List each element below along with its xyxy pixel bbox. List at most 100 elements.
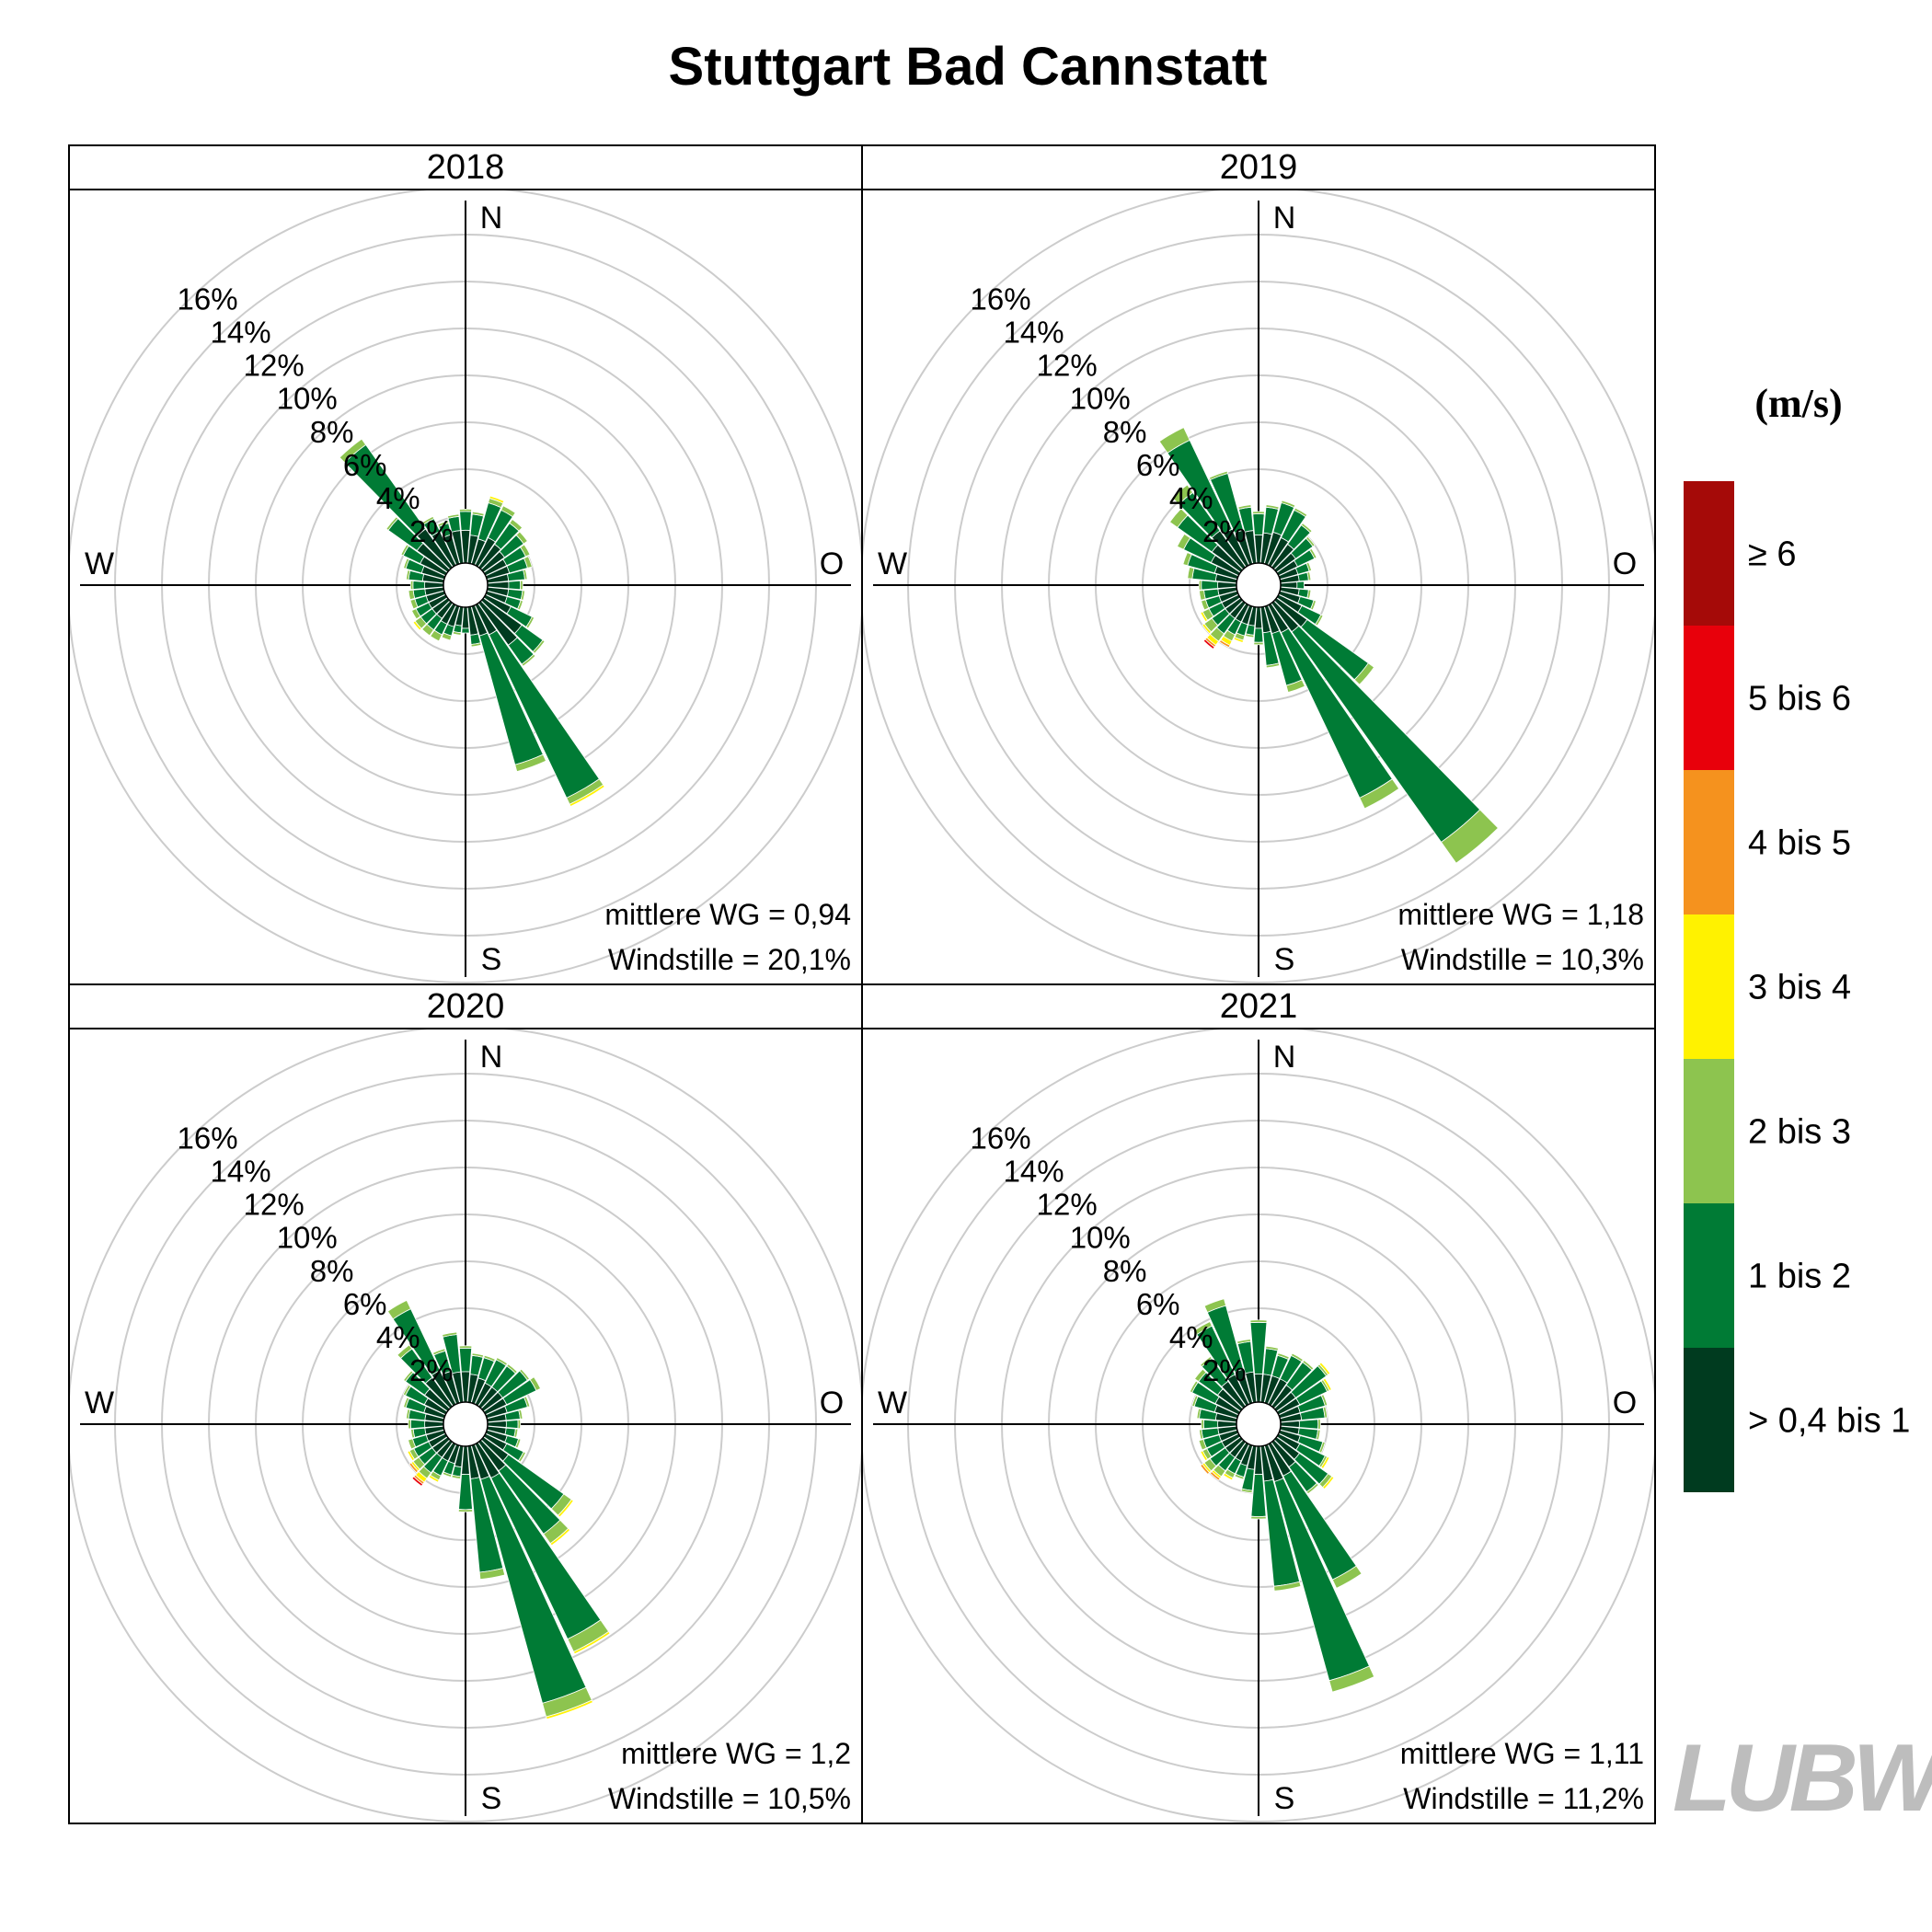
legend-swatch [1684, 1203, 1734, 1348]
direction-label-north: N [1273, 201, 1296, 236]
bar-segment [451, 1474, 462, 1479]
sector-340 [1208, 470, 1254, 566]
bar-segment [1202, 638, 1215, 650]
bar-segment [430, 629, 443, 642]
bar-segment [409, 580, 414, 591]
sector-100 [486, 1425, 519, 1438]
bar-segment [520, 544, 531, 558]
bar-segment [1310, 600, 1317, 611]
bar-segment [1281, 500, 1296, 509]
ring-label: 6% [343, 1287, 387, 1321]
bar-segment [1202, 1419, 1219, 1430]
sector-60 [483, 544, 531, 577]
bar-segment [549, 1527, 571, 1547]
bar-segment [1209, 1471, 1221, 1481]
ring-label: 16% [178, 1121, 238, 1156]
bar-segment [1296, 581, 1305, 590]
ring-label: 12% [244, 1188, 305, 1222]
bar-segment [1245, 633, 1255, 638]
bar-segment [1189, 1380, 1199, 1394]
bar-segment [1322, 1377, 1332, 1391]
bar-segment [1199, 1429, 1204, 1440]
ring-label: 14% [211, 1155, 271, 1189]
sector-60 [1276, 1377, 1332, 1416]
sector-220 [411, 1439, 454, 1487]
bar-segment [1171, 484, 1194, 505]
bar-segment [432, 1348, 446, 1356]
ring-label: 4% [1169, 481, 1213, 515]
ring-label: 16% [178, 282, 238, 316]
bar-segment [1322, 1476, 1335, 1490]
sector-40 [1271, 1359, 1315, 1409]
sector-350 [446, 513, 465, 565]
legend-label: 2 bis 3 [1748, 1113, 1851, 1152]
bar-segment [569, 784, 605, 808]
sector-260 [1199, 586, 1238, 601]
bar-segment [1305, 1482, 1319, 1495]
sector-290 [1182, 551, 1239, 581]
sector-310 [1193, 1368, 1244, 1412]
ring-label: 4% [1169, 1320, 1213, 1354]
sector-280 [406, 569, 445, 584]
mean-speed-label: mittlere WG = 1,18 [1397, 898, 1644, 931]
sector-110 [1278, 590, 1317, 611]
bar-segment [1320, 1455, 1330, 1469]
legend-swatch [1684, 914, 1734, 1059]
ring-label: 4% [376, 1320, 420, 1354]
legend-label: > 0,4 bis 1 [1748, 1402, 1910, 1441]
bar-segment [1294, 507, 1308, 518]
bar-segment [1208, 470, 1229, 480]
bar-segment [1300, 523, 1313, 534]
sector-30 [1267, 507, 1308, 568]
grid-ring [862, 190, 1655, 983]
ring-label: 8% [310, 1254, 354, 1288]
bar-segment [408, 1462, 419, 1474]
legend-label: 1 bis 2 [1748, 1258, 1851, 1296]
bar-segment [1353, 662, 1375, 685]
bar-segment [470, 642, 482, 648]
sector-70 [1278, 1394, 1328, 1420]
bar-segment [1234, 1473, 1245, 1480]
mean-speed-label: mittlere WG = 1,2 [621, 1737, 851, 1770]
bar-segment [520, 590, 525, 601]
bar-segment [1201, 580, 1219, 591]
bar-segment [1265, 1345, 1279, 1351]
bar-segment [519, 1368, 531, 1381]
bar-segment [1318, 1362, 1331, 1375]
bar-segment [1331, 1565, 1363, 1589]
bar-segment [478, 1567, 506, 1581]
figure-title: Stuttgart Bad Cannstatt [669, 37, 1268, 97]
direction-label-south: S [481, 1781, 502, 1816]
ring-label: 8% [310, 415, 354, 449]
bar-segment [1200, 1355, 1213, 1368]
sector-220 [421, 600, 454, 637]
ring-label: 10% [1070, 1221, 1131, 1255]
sector-240 [1200, 1432, 1241, 1462]
sector-270 [1201, 1419, 1237, 1430]
ring-label: 2% [1202, 514, 1247, 548]
bar-segment [458, 1347, 473, 1373]
sector-320 [1200, 1355, 1247, 1409]
sector-140 [477, 1439, 571, 1547]
bar-segment [514, 753, 547, 773]
bar-segment [1306, 571, 1312, 581]
bar-segment [1196, 1408, 1202, 1420]
legend-label: 4 bis 5 [1748, 824, 1851, 863]
sector-90 [487, 1419, 522, 1430]
bar-segment [410, 1428, 416, 1439]
sector-280 [1187, 566, 1238, 584]
grid-ring [69, 1029, 862, 1823]
sector-50 [480, 531, 528, 573]
bar-segment [1236, 1339, 1251, 1345]
sector-70 [485, 1396, 531, 1420]
sector-100 [486, 586, 525, 601]
sector-30 [474, 505, 516, 568]
sector-10 [1259, 504, 1280, 565]
bar-segment [1265, 504, 1280, 511]
sector-160 [470, 604, 547, 773]
lubw-logo: LUBW [1673, 1725, 1932, 1832]
bar-segment [408, 1438, 417, 1450]
bar-segment [409, 1419, 426, 1430]
